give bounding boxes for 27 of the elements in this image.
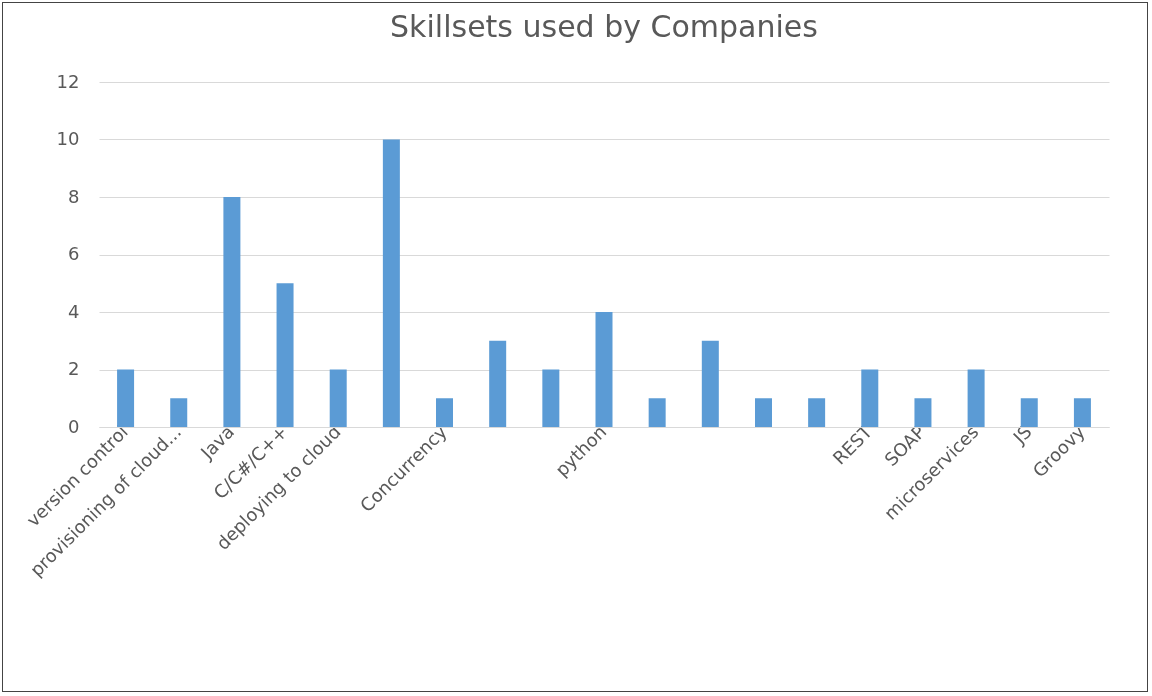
bar [861, 369, 879, 427]
bar [967, 369, 985, 427]
chart-title: Skillsets used by Companies [390, 9, 818, 44]
y-tick-label: 8 [68, 185, 80, 207]
y-tick-label: 10 [56, 128, 80, 149]
bar [170, 398, 188, 427]
bar [276, 283, 294, 427]
bar [1020, 398, 1038, 427]
bar [754, 398, 772, 427]
bar [701, 340, 719, 427]
y-tick-label: 0 [68, 415, 80, 437]
y-tick-label: 4 [68, 300, 80, 322]
bar [117, 369, 135, 427]
bar [648, 398, 666, 427]
bar [436, 398, 454, 427]
bar [223, 197, 241, 427]
y-tick-label: 6 [68, 243, 80, 264]
bar [542, 369, 560, 427]
bar [1073, 398, 1091, 427]
y-tick-label: 2 [68, 358, 80, 379]
bar [595, 312, 613, 427]
y-tick-label: 12 [56, 70, 80, 92]
bar [382, 139, 400, 427]
bar [808, 398, 826, 427]
bar [329, 369, 347, 427]
bar [914, 398, 932, 427]
bar [489, 340, 507, 427]
